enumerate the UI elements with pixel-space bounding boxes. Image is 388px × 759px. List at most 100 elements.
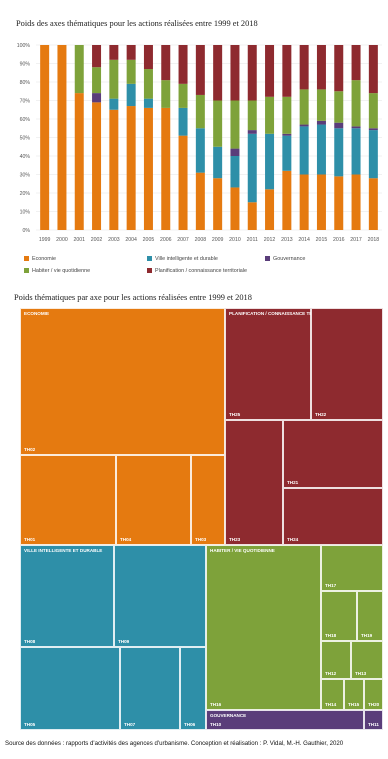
bar-segment: [195, 172, 205, 230]
x-tick-label: 1999: [39, 237, 51, 243]
bar-segment: [299, 174, 309, 230]
bar-segment: [230, 156, 240, 188]
bar-segment: [92, 93, 102, 103]
bar-segment: [247, 202, 257, 230]
x-tick-label: 2001: [73, 237, 85, 243]
legend-item-gouvernance: Gouvernance: [265, 256, 305, 262]
bar-segment: [334, 176, 344, 230]
treemap-cell-th03: TH03: [191, 455, 225, 545]
bar-segment: [334, 122, 344, 129]
bar-segment: [126, 45, 136, 60]
treemap-cell-th08: VILLE INTELLIGENTE ET DURABLE TH08: [20, 545, 114, 647]
x-tick-label: 2017: [350, 237, 362, 243]
bar-segment: [40, 45, 50, 230]
cell-label: TH17: [325, 583, 337, 588]
treemap-cell-th11: TH11: [364, 710, 383, 730]
cell-label: TH15: [348, 702, 360, 707]
treemap-cell-th07: TH07: [120, 647, 180, 730]
x-tick-label: 2004: [125, 237, 137, 243]
group-label-planification: PLANIFICATION / CONNAISSANCE TERRITORIAL…: [229, 311, 341, 316]
bar-segment: [213, 146, 223, 179]
bar-segment: [195, 94, 205, 129]
group-label-gouvernance: GOUVERNANCE: [210, 713, 247, 718]
bar-segment: [351, 174, 361, 230]
bar-segment: [126, 106, 136, 230]
legend-swatch: [147, 256, 152, 262]
cell-label: TH21: [287, 480, 299, 485]
bar-segment: [368, 178, 378, 230]
bar-segment: [230, 148, 240, 156]
bar-segment: [351, 126, 361, 129]
treemap-cell-th21: TH21: [283, 420, 383, 488]
cell-label: TH05: [24, 722, 36, 727]
x-tick-label: 2012: [264, 237, 276, 243]
treemap-cell-th12: TH12: [321, 641, 351, 679]
cell-label: TH10: [210, 722, 222, 727]
cell-label: TH07: [124, 722, 136, 727]
bar-segment: [230, 187, 240, 230]
treemap-cell-th16: HABITER / VIE QUOTIDIENNE TH16: [206, 545, 321, 710]
x-tick-label: 2014: [298, 237, 310, 243]
treemap-cell-th09: TH09: [114, 545, 206, 647]
y-tick-label: 30%: [20, 173, 31, 179]
y-tick-label: 90%: [20, 62, 31, 68]
bar-segment: [213, 100, 223, 147]
legend-item-habiter: Habiter / vie quotidienne: [24, 268, 90, 274]
bar-segment: [92, 67, 102, 94]
bar-segment: [316, 120, 326, 125]
bar-segment: [74, 45, 84, 94]
bar-chart-title: Poids des axes thématiques pour les acti…: [16, 19, 258, 28]
bar-segment: [351, 80, 361, 127]
treemap-cell-th13: TH13: [351, 641, 383, 679]
cell-label: TH01: [24, 537, 36, 542]
y-tick-label: 60%: [20, 117, 31, 123]
bar-segment: [195, 128, 205, 173]
cell-label: TH04: [120, 537, 132, 542]
treemap-cell-th06: TH06: [180, 647, 206, 730]
bar-segment: [109, 59, 119, 99]
cell-label: TH02: [24, 447, 36, 452]
bar-segment: [195, 45, 205, 95]
x-tick-label: 2002: [91, 237, 103, 243]
bar-segment: [161, 45, 171, 81]
bar-segment: [161, 107, 171, 230]
cell-label: TH09: [118, 639, 130, 644]
cell-label: TH13: [355, 671, 367, 676]
bar-segment: [282, 170, 292, 230]
bar-segment: [265, 96, 275, 134]
treemap-cell-th01: TH01: [20, 455, 116, 545]
x-tick-label: 2018: [368, 237, 380, 243]
bar-segment: [334, 91, 344, 123]
cell-label: TH18: [325, 633, 337, 638]
cell-label: TH06: [184, 722, 196, 727]
bar-segment: [299, 124, 309, 127]
x-tick-label: 2006: [160, 237, 172, 243]
legend-item-ville: Ville intelligente et durable: [147, 256, 218, 262]
legend-item-economie: Economie: [24, 256, 56, 262]
x-tick-label: 2007: [177, 237, 189, 243]
treemap-cell-th02: ECONOMIE TH02: [20, 308, 225, 455]
legend-swatch: [265, 256, 270, 262]
cell-label: TH19: [361, 633, 373, 638]
treemap-cell-th19: TH19: [357, 591, 383, 641]
treemap-title: Poids thématiques par axe pour les actio…: [14, 293, 252, 302]
treemap-cell-th22: TH22: [311, 308, 383, 420]
y-tick-label: 20%: [20, 191, 31, 197]
cell-label: TH03: [195, 537, 207, 542]
bar-segment: [109, 45, 119, 60]
cell-label: TH11: [368, 722, 379, 727]
bar-segment: [126, 83, 136, 107]
bar-segment: [334, 128, 344, 177]
x-tick-label: 2000: [56, 237, 68, 243]
x-tick-label: 2010: [229, 237, 241, 243]
bar-segment: [178, 45, 188, 84]
legend-swatch: [24, 268, 29, 274]
bar-segment: [299, 126, 309, 175]
bar-segment: [282, 96, 292, 134]
bar-segment: [247, 133, 257, 203]
group-label-ville: VILLE INTELLIGENTE ET DURABLE: [24, 548, 103, 553]
bar-segment: [143, 69, 153, 99]
bar-segment: [161, 80, 171, 108]
bar-segment: [109, 109, 119, 230]
y-tick-label: 0%: [23, 228, 31, 234]
